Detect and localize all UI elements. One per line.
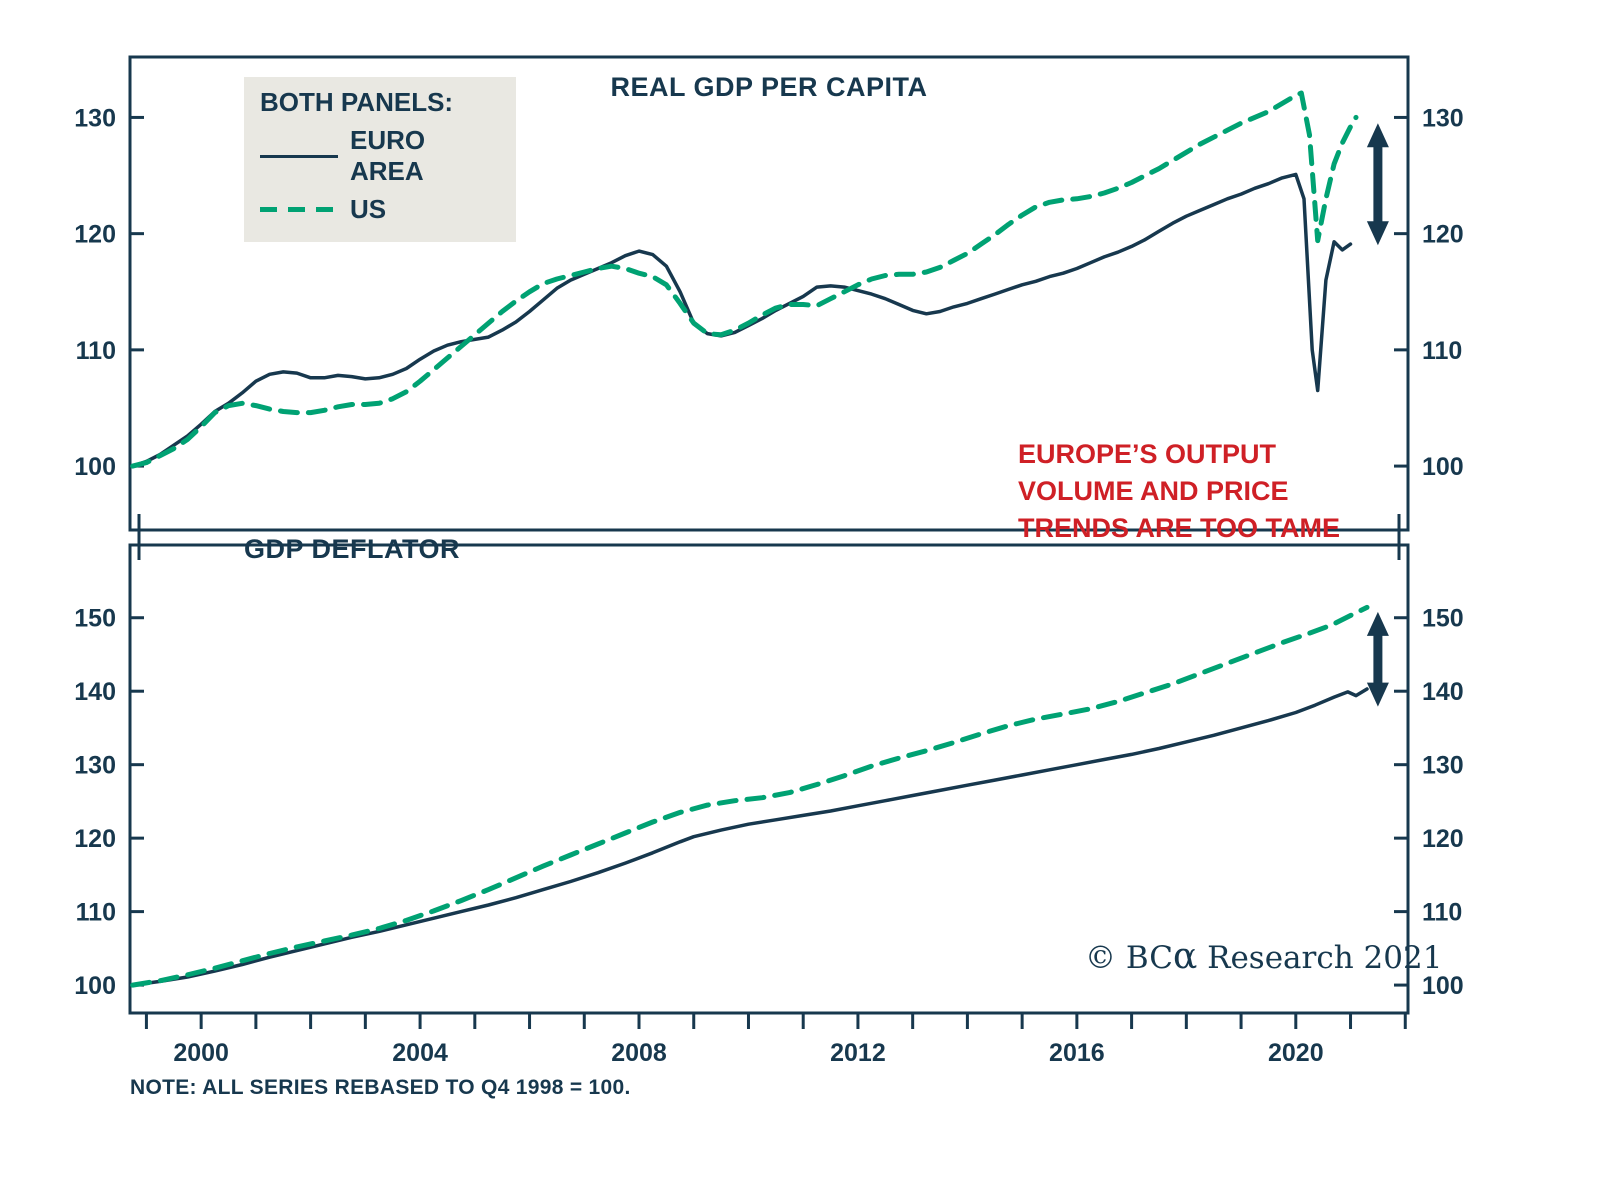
red-annotation: EUROPE’S OUTPUT VOLUME AND PRICE TRENDS … — [1018, 436, 1340, 547]
y-tick-label: 130 — [1422, 752, 1464, 780]
legend-label-euro-area: EURO AREA — [350, 125, 426, 186]
series-line-us — [130, 604, 1370, 988]
footnote: NOTE: ALL SERIES REBASED TO Q4 1998 = 10… — [130, 1076, 631, 1099]
x-tick-label: 2004 — [392, 1039, 448, 1067]
x-tick-label: 2008 — [611, 1039, 667, 1067]
legend-item-euro-area: EURO AREA — [260, 125, 500, 187]
bottom-panel-title: GDP DEFLATOR — [244, 534, 461, 564]
y-tick-label: 100 — [74, 453, 116, 481]
x-tick-label: 2000 — [173, 1039, 229, 1067]
gap-arrow-up-head-icon — [1366, 123, 1389, 148]
legend-heading: BOTH PANELS: — [260, 87, 454, 117]
top-panel-title: REAL GDP PER CAPITA — [610, 72, 928, 102]
series-line-us — [130, 90, 1359, 469]
y-tick-label: 150 — [74, 605, 116, 633]
panel-frame — [128, 543, 1410, 1015]
y-tick-label: 140 — [74, 678, 116, 706]
y-tick-label: 120 — [74, 221, 116, 249]
panel-frame — [128, 55, 1410, 532]
euro-area-line-sample-icon — [260, 154, 338, 158]
gap-arrow-down-head-icon — [1366, 682, 1389, 707]
y-tick-label: 120 — [1422, 825, 1464, 853]
y-tick-label: 110 — [76, 899, 116, 927]
y-tick-label: 150 — [1422, 605, 1464, 633]
annotation-line-2: VOLUME AND PRICE — [1018, 476, 1289, 506]
x-tick-label: 2012 — [830, 1039, 886, 1067]
y-tick-label: 100 — [1422, 972, 1464, 1000]
credit-suffix: Research 2021 — [1197, 940, 1443, 976]
bca-alpha-logo-glyph: α — [1172, 936, 1198, 977]
y-tick-label: 120 — [1422, 221, 1464, 249]
y-tick-label: 120 — [74, 825, 116, 853]
y-tick-label: 110 — [76, 337, 116, 365]
y-tick-label: 130 — [74, 752, 116, 780]
legend-item-us: US — [260, 194, 500, 225]
gap-arrow-up-head-icon — [1366, 611, 1389, 636]
x-tick-label: 2016 — [1049, 1039, 1105, 1067]
y-tick-label: 110 — [1422, 899, 1462, 927]
annotation-line-3: TRENDS ARE TOO TAME — [1018, 513, 1341, 543]
chart-legend: BOTH PANELS: EURO AREA US — [244, 77, 516, 242]
annotation-line-1: EUROPE’S OUTPUT — [1018, 439, 1277, 469]
x-tick-label: 2020 — [1268, 1039, 1324, 1067]
series-line-euro-area — [130, 172, 1353, 468]
y-tick-label: 130 — [1422, 104, 1464, 132]
legend-label-us: US — [350, 194, 387, 224]
y-tick-label: 140 — [1422, 678, 1464, 706]
gap-arrow-down-head-icon — [1366, 221, 1389, 246]
y-tick-label: 100 — [74, 972, 116, 1000]
us-line-sample-icon — [260, 207, 338, 212]
y-tick-label: 110 — [1422, 337, 1462, 365]
bca-research-credit: © BCα Research 2021 — [1085, 936, 1442, 977]
y-tick-label: 130 — [74, 104, 116, 132]
y-tick-label: 100 — [1422, 453, 1464, 481]
credit-prefix: © BC — [1085, 940, 1173, 976]
